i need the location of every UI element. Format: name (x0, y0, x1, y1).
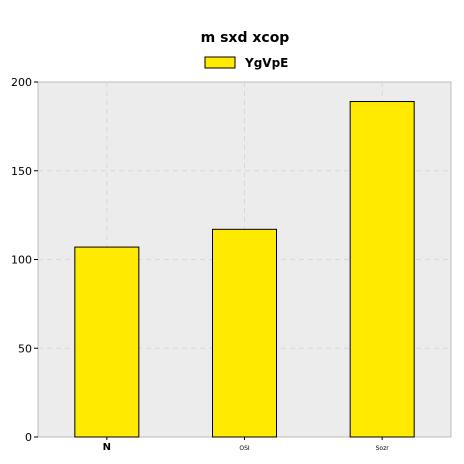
legend-swatch (204, 56, 236, 69)
x-tick-label: N (103, 442, 111, 453)
bar-sozr (349, 101, 415, 438)
chart-title: m sxd xcop (201, 30, 290, 46)
y-tick-label: 50 (18, 342, 32, 355)
bars (74, 101, 415, 438)
x-tick-label: OSI (239, 445, 250, 452)
legend-label: YgVpE (244, 56, 288, 70)
y-axis: 0 50 100 150 200 (11, 76, 38, 444)
x-tick-label: Sozr (376, 445, 390, 452)
legend: YgVpE (204, 56, 288, 70)
y-tick-label: 100 (11, 254, 32, 267)
bar-n (74, 246, 140, 438)
bar-osi (212, 228, 277, 438)
x-axis: N OSI Sozr (103, 437, 390, 453)
y-tick-label: 200 (11, 76, 32, 89)
y-tick-label: 0 (25, 431, 32, 444)
y-tick-label: 150 (11, 165, 32, 178)
